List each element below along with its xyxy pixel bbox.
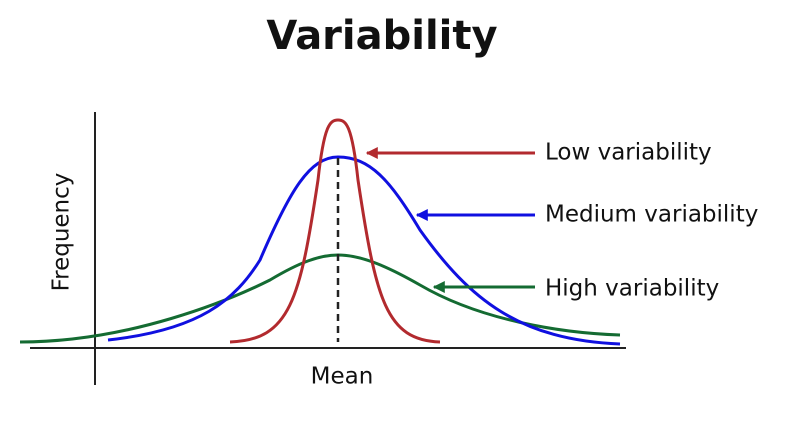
low-variability-curve — [229, 118, 441, 344]
curve-label: High variability — [545, 276, 719, 302]
medium-variability-curve — [107, 155, 621, 346]
title: Variability — [266, 13, 497, 59]
y-axis-label: Frequency — [49, 173, 75, 292]
high-variability-curve — [19, 253, 621, 344]
curve-label: Low variability — [545, 140, 712, 166]
x-axis-label: Mean — [311, 364, 374, 390]
curve-label: Medium variability — [545, 202, 758, 228]
